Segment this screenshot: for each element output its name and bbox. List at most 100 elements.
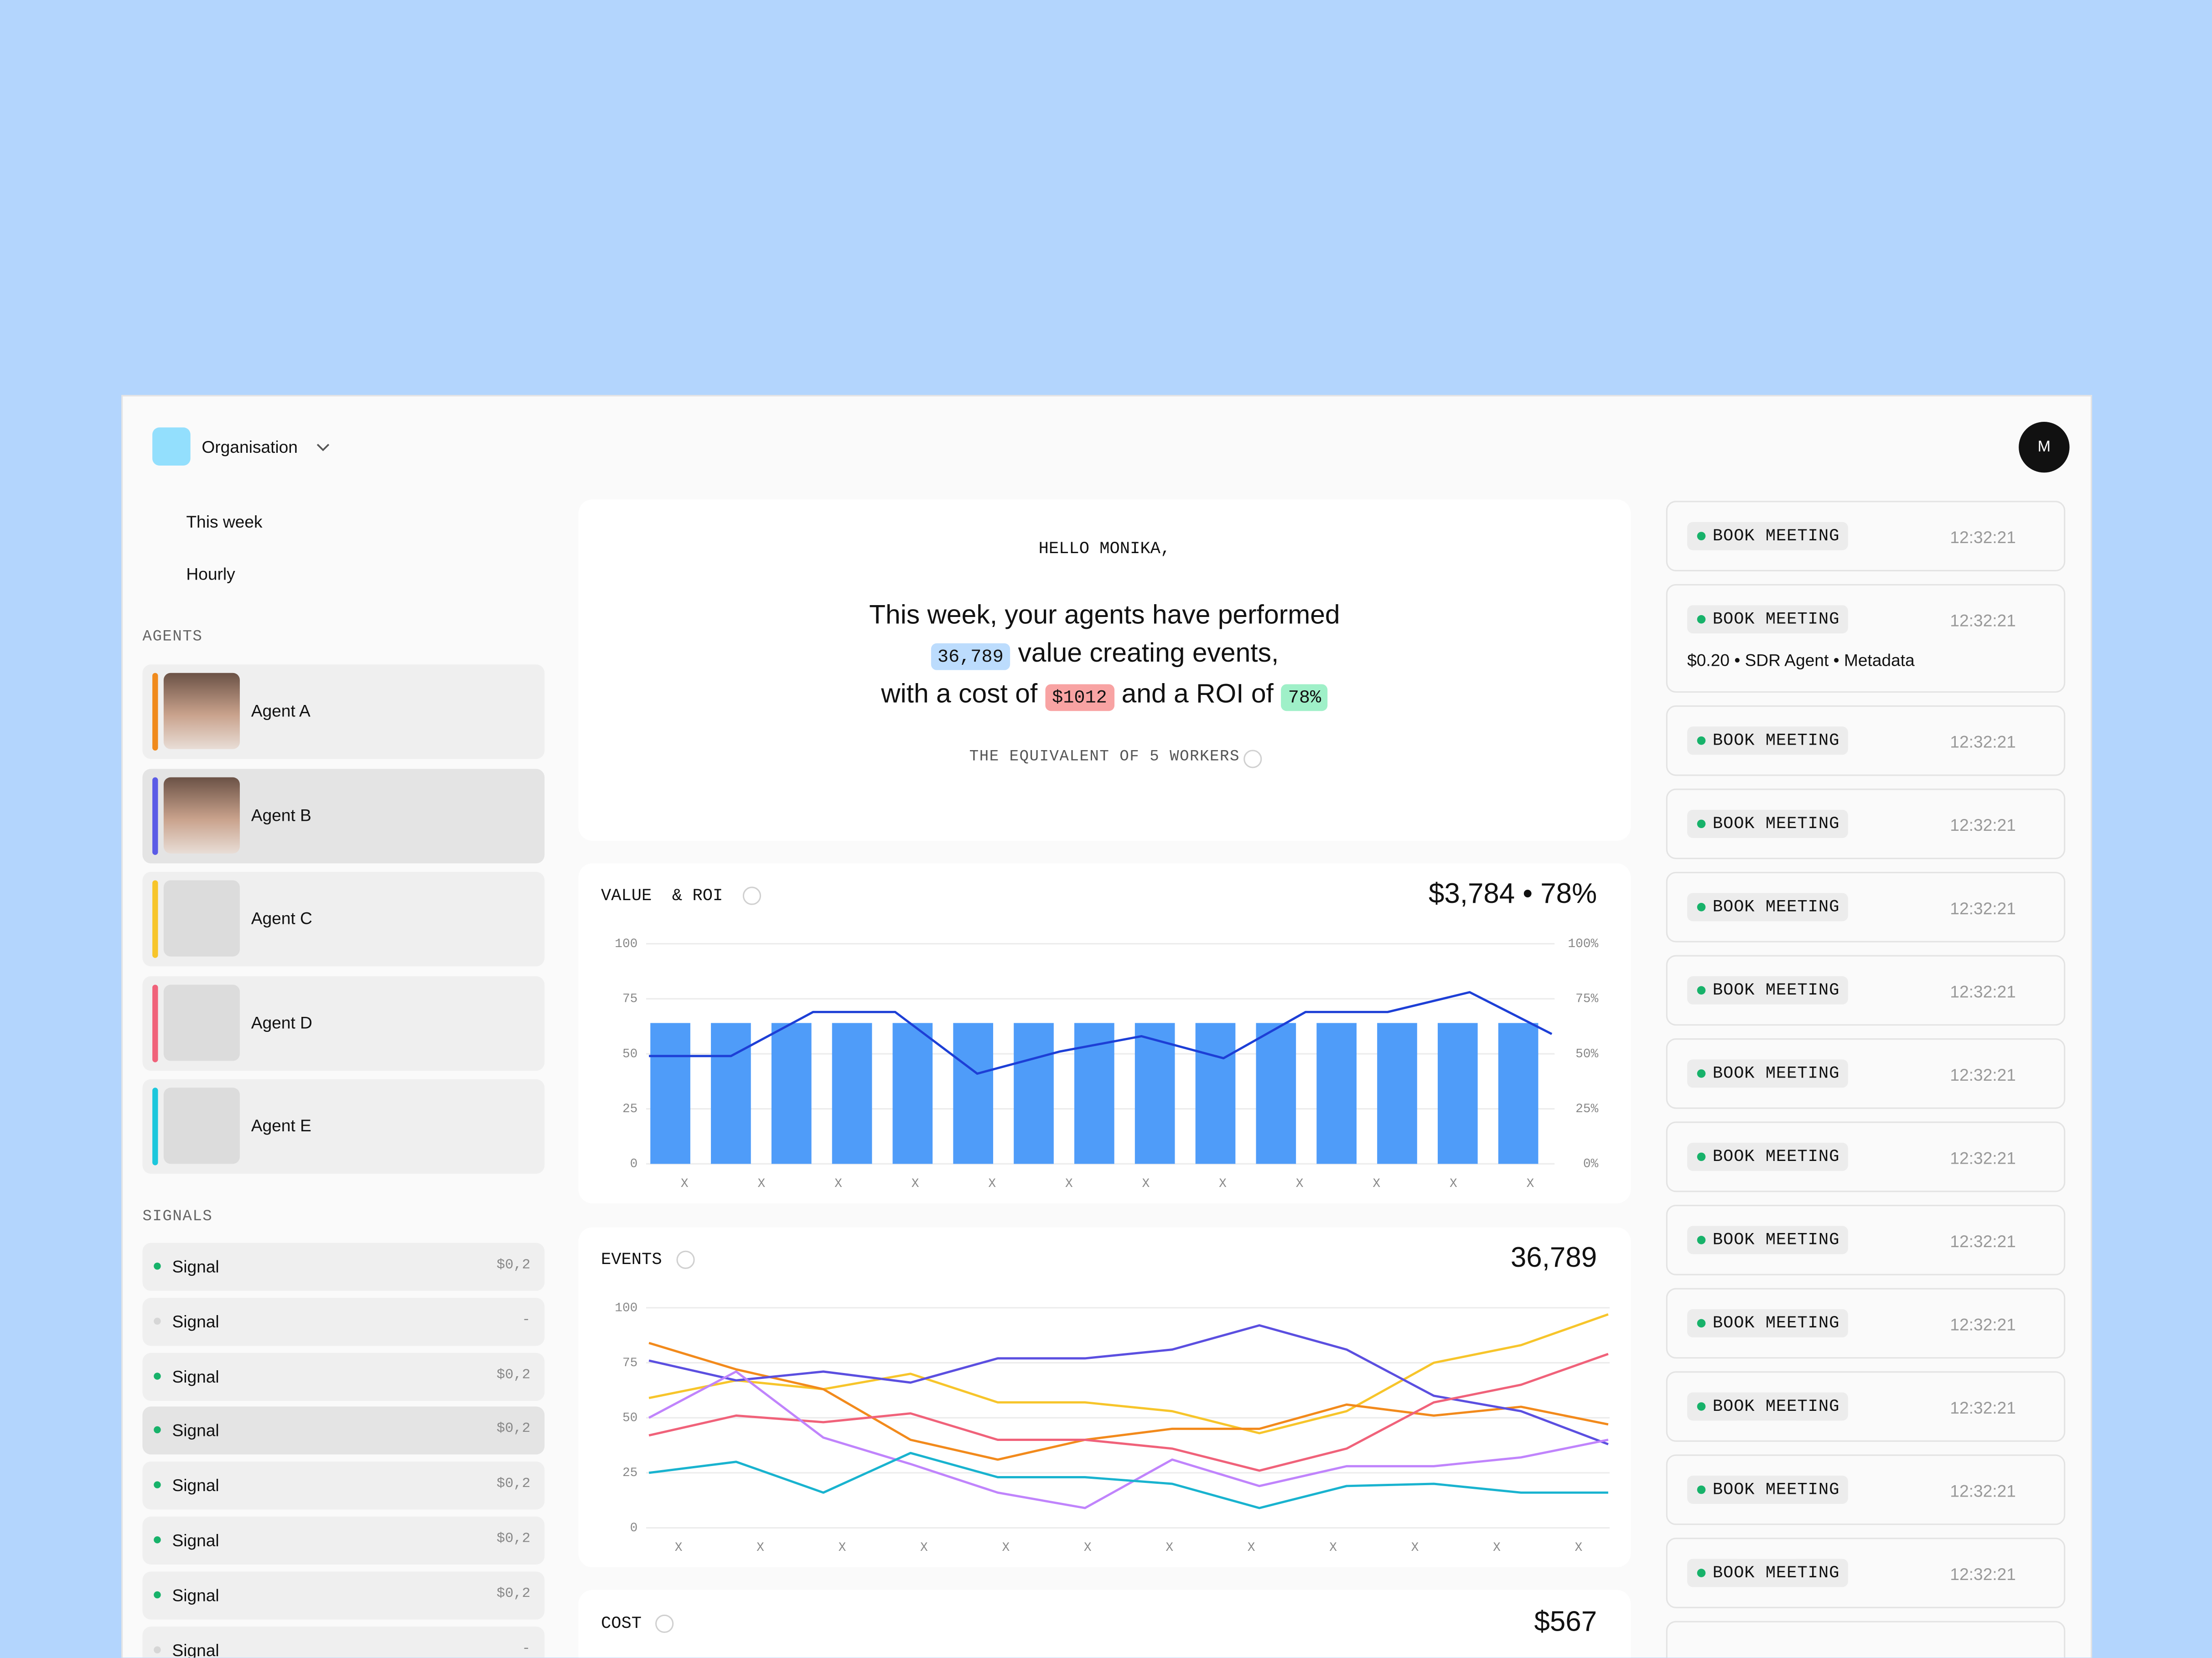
- activity-item[interactable]: BOOK MEETING 12:32:21: [1666, 1038, 2066, 1109]
- x-tick-label: X: [1373, 1177, 1380, 1191]
- event-label: BOOK MEETING: [1712, 897, 1840, 917]
- x-tick-label: X: [1002, 1541, 1010, 1555]
- status-dot: [154, 1317, 161, 1325]
- event-label: BOOK MEETING: [1712, 1230, 1840, 1250]
- status-dot: [154, 1262, 161, 1270]
- event-tag: BOOK MEETING: [1687, 1142, 1848, 1171]
- section-label: AGENTS: [142, 629, 203, 646]
- line-series: [649, 991, 1553, 1075]
- x-tick-label: X: [834, 1177, 842, 1191]
- activity-item[interactable]: BOOK MEETING 12:32:21: [1666, 871, 2066, 943]
- chart-total: 36,789: [1510, 1243, 1597, 1274]
- activity-item[interactable]: BOOK MEETING 12:32:21 $0.20 • SDR Agent • …: [1666, 584, 2066, 693]
- signal-row[interactable]: Signal -: [142, 1626, 545, 1658]
- bar: [1256, 1023, 1296, 1164]
- signal-value: $0,2: [496, 1477, 531, 1493]
- activity-item[interactable]: BOOK MEETING 12:32:21: [1666, 1205, 2066, 1275]
- signal-value: $0,2: [496, 1586, 531, 1602]
- signal-row[interactable]: Signal $0,2: [142, 1461, 545, 1510]
- agent-name: Agent A: [251, 701, 311, 721]
- filter-label[interactable]: Hourly: [186, 564, 235, 584]
- x-tick-label: X: [988, 1177, 996, 1191]
- event-time: 12:32:21: [1950, 1065, 2016, 1085]
- org-name[interactable]: Organisation: [202, 437, 298, 457]
- activity-item[interactable]: BOOK MEETING 12:32:21: [1666, 1538, 2066, 1608]
- activity-item[interactable]: BOOK MEETING 12:32:21: [1666, 1121, 2066, 1192]
- events-pill: 36,789: [930, 643, 1011, 670]
- activity-item[interactable]: BOOK MEETING 12:32:21: [1666, 705, 2066, 776]
- signal-name: Signal: [172, 1476, 219, 1496]
- status-dot: [1697, 532, 1706, 540]
- avatar[interactable]: M: [2019, 422, 2070, 473]
- activity-item[interactable]: BOOK MEETING 12:32:21: [1666, 955, 2066, 1026]
- bar: [650, 1023, 690, 1164]
- signal-row[interactable]: Signal $0,2: [142, 1407, 545, 1455]
- signal-row[interactable]: Signal $0,2: [142, 1243, 545, 1291]
- event-label: BOOK MEETING: [1712, 1313, 1840, 1333]
- event-time: 12:32:21: [1950, 732, 2016, 752]
- tick-label: 75%: [1575, 992, 1598, 1006]
- greeting: HELLO MONIKA,: [1038, 539, 1171, 559]
- filter-label[interactable]: This week: [186, 512, 263, 532]
- event-label: BOOK MEETING: [1712, 1480, 1840, 1500]
- status-dot: [1697, 986, 1706, 995]
- signal-row[interactable]: Signal -: [142, 1297, 545, 1346]
- text: and a ROI of: [1121, 680, 1274, 710]
- chevron: [316, 444, 330, 451]
- signal-name: Signal: [172, 1257, 219, 1277]
- signal-value: $0,2: [496, 1258, 531, 1274]
- activity-item[interactable]: BOOK MEETING 12:32:21: [1666, 788, 2066, 860]
- agent-photo: [163, 984, 240, 1061]
- event-label: BOOK MEETING: [1712, 731, 1840, 751]
- signal-row[interactable]: Signal $0,2: [142, 1516, 545, 1565]
- text: with a cost of: [881, 680, 1038, 710]
- agent-card[interactable]: Agent E: [142, 1079, 545, 1175]
- event-tag: BOOK MEETING: [1687, 1476, 1848, 1504]
- equivalent: THE EQUIVALENT OF 5 WORKERS: [969, 749, 1240, 766]
- agent-photo: [163, 881, 240, 957]
- activity-item: [1666, 1621, 2066, 1658]
- activity-item[interactable]: BOOK MEETING 12:32:21: [1666, 1371, 2066, 1442]
- activity-item[interactable]: BOOK MEETING 12:32:21: [1666, 1288, 2066, 1359]
- signal-name: Signal: [172, 1366, 219, 1386]
- info-icon: [676, 1250, 695, 1269]
- agent-card[interactable]: Agent C: [142, 872, 545, 967]
- event-label: BOOK MEETING: [1712, 526, 1840, 546]
- agent-photo: [163, 673, 240, 749]
- line-series: [648, 1370, 1609, 1509]
- event-tag: BOOK MEETING: [1687, 1559, 1848, 1587]
- event-time: 12:32:21: [1950, 611, 2016, 631]
- status-dot: [1697, 1569, 1706, 1577]
- agent-color: [152, 984, 158, 1062]
- chart-title: COST: [601, 1614, 642, 1634]
- signal-row[interactable]: Signal $0,2: [142, 1571, 545, 1619]
- info-icon: [655, 1614, 674, 1633]
- x-tick-label: X: [681, 1177, 689, 1191]
- event-label: BOOK MEETING: [1712, 980, 1840, 1000]
- activity-item[interactable]: BOOK MEETING 12:32:21: [1666, 1454, 2066, 1525]
- status-dot: [154, 1482, 161, 1489]
- event-detail: $0.20 • SDR Agent • Metadata: [1687, 650, 1915, 670]
- agent-name: Agent B: [251, 805, 311, 825]
- signal-name: Signal: [172, 1640, 219, 1658]
- signal-value: $0,2: [496, 1368, 531, 1383]
- bar: [1134, 1023, 1175, 1164]
- agent-color: [152, 673, 158, 751]
- tick-label: 0: [630, 1521, 638, 1535]
- chart-title: EVENTS: [601, 1250, 662, 1270]
- agent-card[interactable]: Agent D: [142, 976, 545, 1071]
- info-icon: [1243, 750, 1262, 768]
- event-time: 12:32:21: [1950, 528, 2016, 548]
- tick-label: 50%: [1575, 1047, 1598, 1061]
- x-tick-label: X: [1219, 1177, 1227, 1191]
- x-tick-label: X: [756, 1541, 764, 1555]
- activity-item[interactable]: BOOK MEETING 12:32:21: [1666, 501, 2066, 571]
- status-dot: [154, 1372, 161, 1379]
- agent-card[interactable]: Agent A: [142, 664, 545, 759]
- signal-row[interactable]: Signal $0,2: [142, 1352, 545, 1400]
- agent-card[interactable]: Agent B: [142, 768, 545, 863]
- tick-label: 75: [622, 992, 637, 1006]
- event-tag: BOOK MEETING: [1687, 1059, 1848, 1088]
